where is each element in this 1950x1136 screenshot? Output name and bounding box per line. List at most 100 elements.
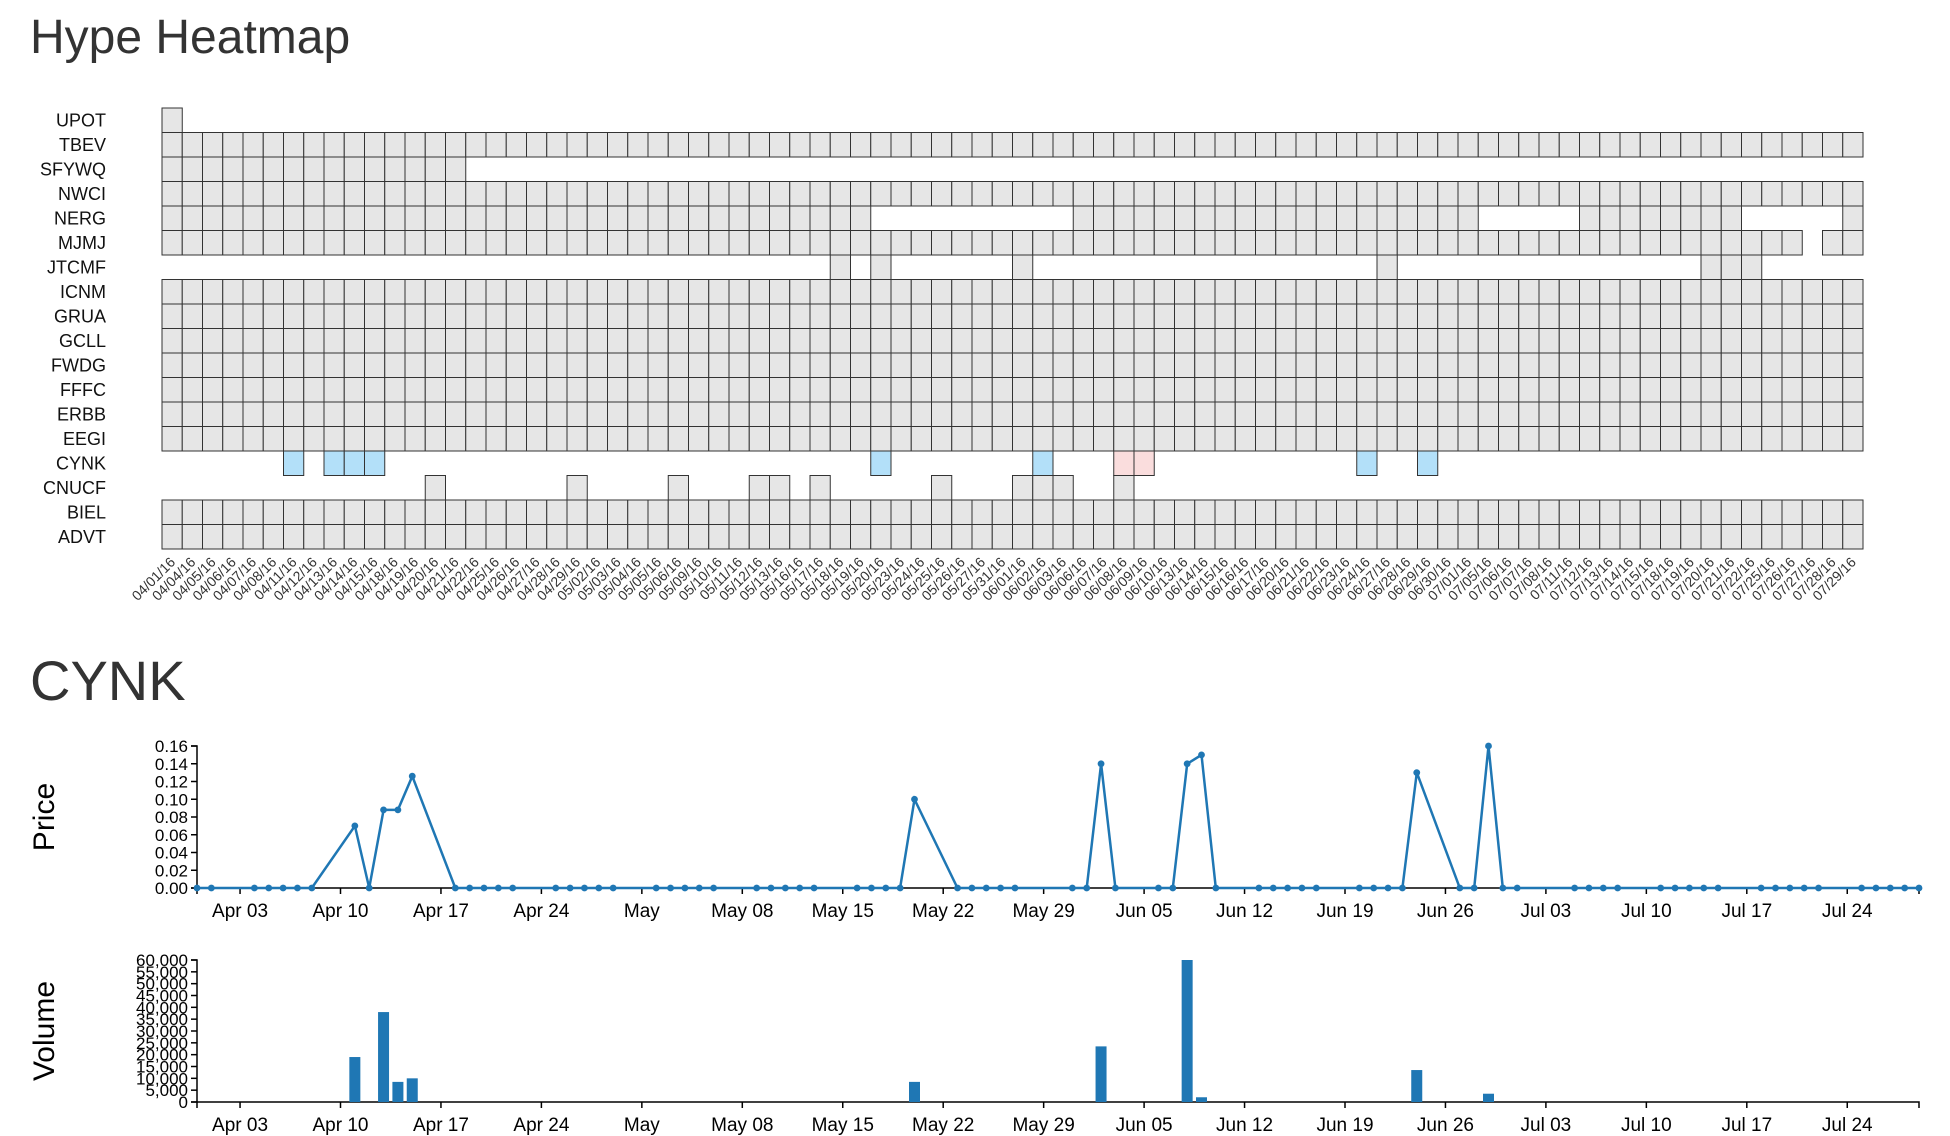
y-tick-label: 0.00 xyxy=(155,879,188,898)
heatmap-cell xyxy=(1842,132,1864,158)
price-point xyxy=(1815,884,1822,892)
heatmap-cell xyxy=(1842,426,1864,452)
hype-heatmap: UPOT TBEV SFYWQ NWCI NERG MJMJ JTCMF ICNM GRUA GC… xyxy=(40,107,1864,604)
x-tick-label: Jun 19 xyxy=(1316,901,1373,922)
price-point xyxy=(1413,769,1421,777)
price-point xyxy=(1614,884,1622,892)
price-point xyxy=(667,884,674,892)
price-point xyxy=(695,884,703,892)
price-point xyxy=(1757,884,1765,892)
x-tick-label: Jun 05 xyxy=(1116,1115,1173,1136)
price-point xyxy=(566,884,574,892)
price-point xyxy=(681,884,689,892)
price-point xyxy=(767,884,775,892)
price-point xyxy=(710,884,717,892)
price-point xyxy=(868,884,875,892)
price-point xyxy=(1298,884,1306,892)
price-point xyxy=(1183,760,1191,768)
price-point xyxy=(1169,884,1177,892)
price-point xyxy=(1112,884,1119,892)
price-point xyxy=(1499,884,1507,892)
price-point xyxy=(1097,760,1105,768)
price-point xyxy=(1083,884,1091,892)
row-label: FFFC xyxy=(60,380,106,400)
y-tick-label: 60,000 xyxy=(136,951,188,970)
price-point xyxy=(954,884,961,892)
row-label: ADVT xyxy=(58,527,106,547)
price-point xyxy=(380,806,387,814)
price-point xyxy=(1312,884,1320,892)
row-label: CYNK xyxy=(56,453,106,473)
price-point xyxy=(1068,884,1076,892)
price-point xyxy=(796,884,804,892)
x-tick-label: Jul 17 xyxy=(1721,1115,1772,1136)
heatmap-cell xyxy=(1417,450,1439,476)
row-label: EEGI xyxy=(63,429,106,449)
volume-bar xyxy=(378,1012,390,1102)
x-tick-label: Jun 12 xyxy=(1216,901,1273,922)
volume-bar xyxy=(1483,1093,1494,1102)
x-tick-label: Jun 19 xyxy=(1316,1115,1373,1136)
y-tick-label: 0.10 xyxy=(155,790,188,809)
heatmap-cell xyxy=(364,450,386,476)
price-point xyxy=(552,884,560,892)
volume-bar xyxy=(1411,1070,1423,1102)
y-axis-label: Price xyxy=(28,783,61,851)
price-point xyxy=(408,772,416,780)
x-tick-label: Jun 12 xyxy=(1216,1115,1273,1136)
y-tick-label: 0.12 xyxy=(155,773,188,792)
price-point xyxy=(1212,884,1220,892)
x-tick-label: Jul 24 xyxy=(1822,901,1873,922)
x-tick-label: May xyxy=(624,901,660,922)
price-point xyxy=(911,795,918,803)
price-point xyxy=(1714,884,1722,892)
heatmap-cell xyxy=(1781,230,1803,256)
volume-bar xyxy=(406,1078,418,1102)
price-point xyxy=(1284,884,1291,892)
price-point xyxy=(1571,884,1578,892)
price-point xyxy=(466,884,474,892)
row-label: FWDG xyxy=(51,355,106,375)
x-tick-label: Apr 24 xyxy=(513,1115,569,1136)
row-label: GCLL xyxy=(59,331,106,351)
price-point xyxy=(810,884,818,892)
price-point xyxy=(480,884,488,892)
row-label: BIEL xyxy=(67,502,106,522)
price-point xyxy=(308,884,316,892)
price-point xyxy=(1384,884,1392,892)
price-point xyxy=(1872,884,1880,892)
x-tick-label: Jul 24 xyxy=(1822,1115,1873,1136)
price-point xyxy=(1657,884,1665,892)
detail-title: CYNK xyxy=(30,649,186,712)
price-point xyxy=(351,822,359,830)
price-point xyxy=(1011,884,1019,892)
price-point xyxy=(781,884,789,892)
volume-bar xyxy=(1095,1046,1107,1102)
row-label: MJMJ xyxy=(58,233,106,253)
row-label: NWCI xyxy=(58,184,106,204)
price-point xyxy=(494,884,502,892)
price-point xyxy=(207,884,215,892)
y-axis-label: Volume xyxy=(28,981,61,1081)
price-point xyxy=(896,884,904,892)
price-point xyxy=(609,884,617,892)
heatmap-cell xyxy=(1133,450,1155,476)
price-point xyxy=(251,884,258,892)
row-label: NERG xyxy=(54,208,106,228)
price-point xyxy=(1686,884,1693,892)
price-point xyxy=(265,884,273,892)
row-label: CNUCF xyxy=(43,478,106,498)
price-point xyxy=(1901,884,1909,892)
row-label: UPOT xyxy=(56,110,106,130)
price-point xyxy=(581,884,588,892)
x-tick-label: Apr 03 xyxy=(212,1115,268,1136)
x-tick-label: May xyxy=(624,1115,660,1136)
price-point xyxy=(1700,884,1708,892)
row-label: SFYWQ xyxy=(40,159,106,179)
price-point xyxy=(882,884,890,892)
x-tick-label: May 15 xyxy=(812,901,874,922)
heatmap-cell xyxy=(1356,450,1378,476)
price-point xyxy=(1786,884,1794,892)
heatmap-title: Hype Heatmap xyxy=(30,11,351,64)
